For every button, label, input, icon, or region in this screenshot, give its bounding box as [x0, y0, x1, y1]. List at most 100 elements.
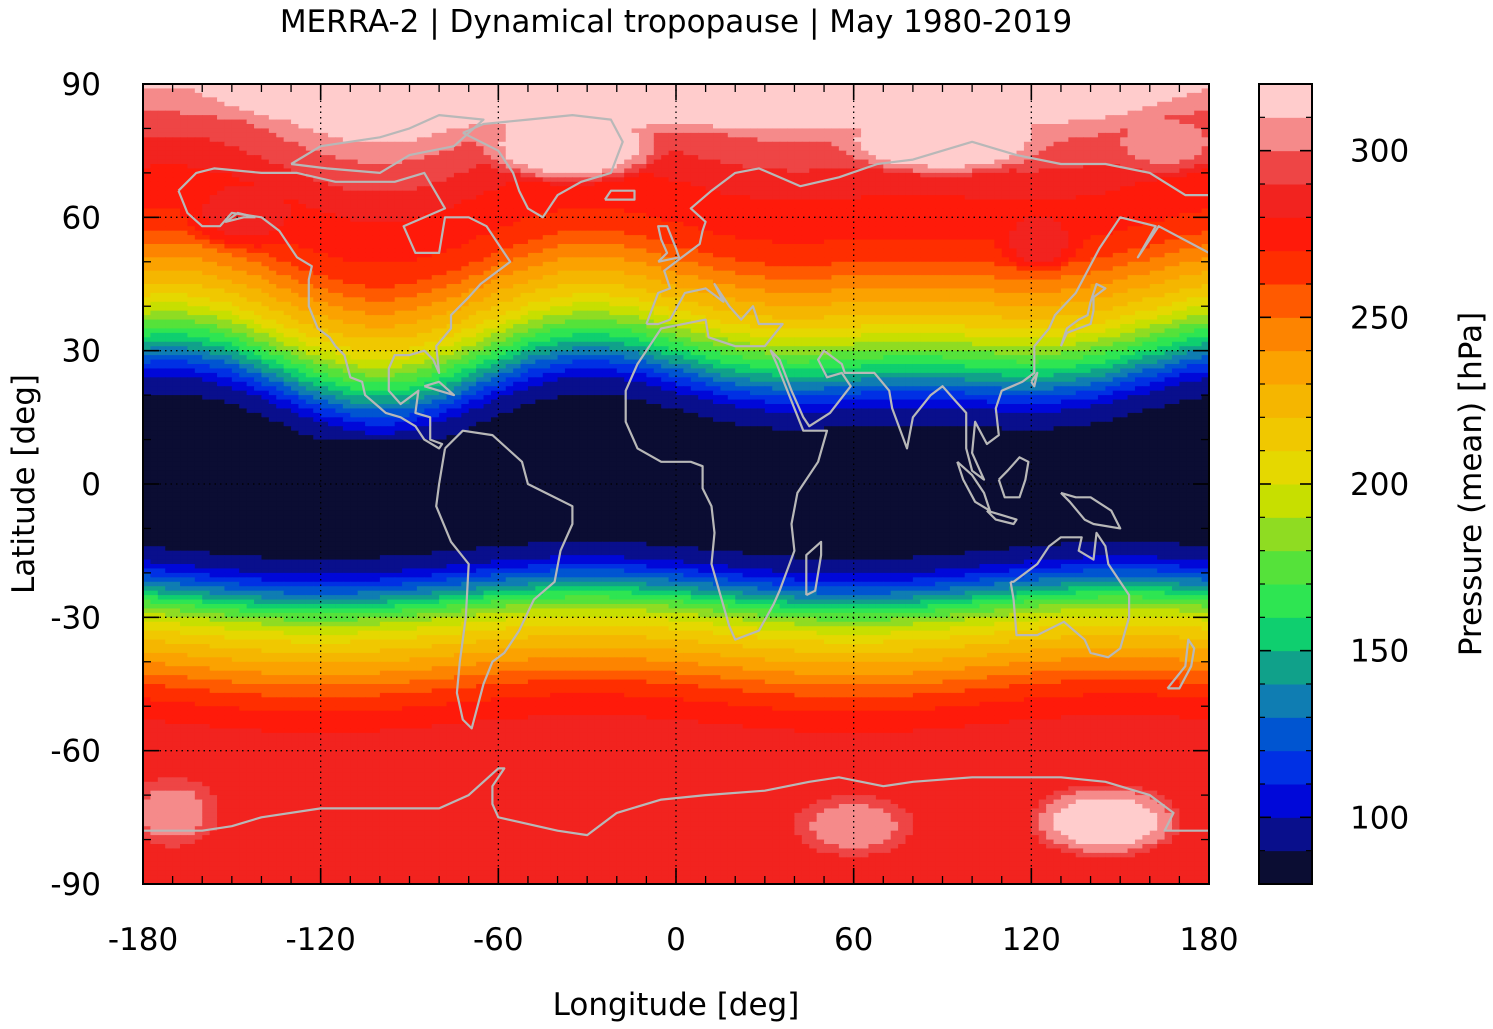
heatmap-cell — [742, 190, 751, 196]
heatmap-cell — [986, 92, 995, 98]
heatmap-cell — [268, 221, 277, 227]
heatmap-cell — [1038, 208, 1047, 214]
heatmap-cell — [498, 141, 507, 147]
heatmap-cell — [490, 115, 499, 121]
heatmap-cell — [713, 230, 722, 236]
heatmap-cell — [1068, 155, 1077, 161]
heatmap-cell — [261, 97, 270, 103]
heatmap-cell — [779, 159, 788, 165]
heatmap-cell — [1112, 150, 1121, 156]
heatmap-cell — [1157, 195, 1166, 201]
heatmap-cell — [838, 132, 847, 138]
heatmap-cell — [1001, 88, 1010, 94]
heatmap-cell — [801, 208, 810, 214]
heatmap-cell — [1157, 172, 1166, 178]
heatmap-cell — [735, 190, 744, 196]
heatmap-cell — [1031, 212, 1040, 218]
heatmap-cell — [1060, 181, 1069, 187]
heatmap-cell — [1060, 212, 1069, 218]
heatmap-cell — [905, 115, 914, 121]
heatmap-cell — [646, 177, 655, 183]
heatmap-cell — [476, 146, 485, 152]
heatmap-cell — [194, 159, 203, 165]
heatmap-cell — [1149, 110, 1158, 116]
heatmap-cell — [439, 119, 448, 125]
heatmap-cell — [757, 146, 766, 152]
heatmap-cell — [1171, 204, 1180, 210]
heatmap-cell — [594, 190, 603, 196]
heatmap-cell — [1186, 146, 1195, 152]
heatmap-cell — [513, 195, 522, 201]
heatmap-cell — [231, 115, 240, 121]
heatmap-cell — [476, 195, 485, 201]
heatmap-cell — [1023, 137, 1032, 143]
heatmap-cell — [1097, 159, 1106, 165]
heatmap-cell — [468, 137, 477, 143]
heatmap-cell — [875, 146, 884, 152]
heatmap-cell — [276, 150, 285, 156]
heatmap-cell — [661, 195, 670, 201]
heatmap-cell — [254, 115, 263, 121]
heatmap-cell — [912, 230, 921, 236]
heatmap-cell — [461, 141, 470, 147]
heatmap-cell — [1149, 186, 1158, 192]
heatmap-cell — [609, 168, 618, 174]
heatmap-cell — [1149, 115, 1158, 121]
heatmap-cell — [150, 181, 159, 187]
heatmap-cell — [313, 230, 322, 236]
heatmap-cell — [957, 217, 966, 223]
heatmap-cell — [883, 92, 892, 98]
heatmap-cell — [1179, 84, 1188, 90]
heatmap-cell — [520, 164, 529, 170]
heatmap-cell — [1134, 146, 1143, 152]
heatmap-cell — [757, 119, 766, 125]
heatmap-cell — [705, 221, 714, 227]
heatmap-cell — [505, 199, 514, 205]
heatmap-cell — [328, 92, 337, 98]
heatmap-cell — [1038, 164, 1047, 170]
heatmap-cell — [676, 101, 684, 107]
heatmap-cell — [1068, 204, 1077, 210]
heatmap-cell — [1060, 106, 1069, 112]
heatmap-cell — [787, 186, 796, 192]
heatmap-cell — [964, 97, 973, 103]
heatmap-cell — [1046, 168, 1055, 174]
heatmap-cell — [661, 141, 670, 147]
heatmap-cell — [986, 221, 995, 227]
heatmap-cell — [557, 132, 566, 138]
heatmap-cell — [276, 159, 285, 165]
heatmap-cell — [431, 199, 440, 205]
heatmap-cell — [720, 195, 729, 201]
heatmap-cell — [1149, 150, 1158, 156]
heatmap-cell — [1179, 137, 1188, 143]
heatmap-cell — [165, 106, 174, 112]
heatmap-cell — [779, 212, 788, 218]
heatmap-cell — [150, 97, 159, 103]
heatmap-cell — [683, 212, 692, 218]
heatmap-cell — [1016, 159, 1025, 165]
heatmap-cell — [1001, 172, 1010, 178]
heatmap-cell — [890, 190, 899, 196]
heatmap-cell — [935, 88, 944, 94]
heatmap-cell — [1075, 119, 1084, 125]
heatmap-cell — [1171, 217, 1180, 223]
heatmap-cell — [202, 199, 211, 205]
heatmap-cell — [1031, 137, 1040, 143]
heatmap-cell — [594, 217, 603, 223]
heatmap-cell — [202, 119, 211, 125]
heatmap-cell — [1060, 168, 1069, 174]
heatmap-cell — [1075, 88, 1084, 94]
heatmap-cell — [1105, 146, 1114, 152]
heatmap-cell — [609, 212, 618, 218]
heatmap-cell — [1149, 217, 1158, 223]
heatmap-cell — [690, 124, 699, 130]
heatmap-cell — [816, 128, 825, 134]
heatmap-cell — [868, 92, 877, 98]
heatmap-cell — [1149, 164, 1158, 170]
heatmap-cell — [365, 128, 374, 134]
heatmap-cell — [320, 155, 329, 161]
heatmap-cell — [490, 101, 499, 107]
heatmap-cell — [150, 92, 159, 98]
heatmap-cell — [853, 115, 862, 121]
heatmap-cell — [890, 177, 899, 183]
